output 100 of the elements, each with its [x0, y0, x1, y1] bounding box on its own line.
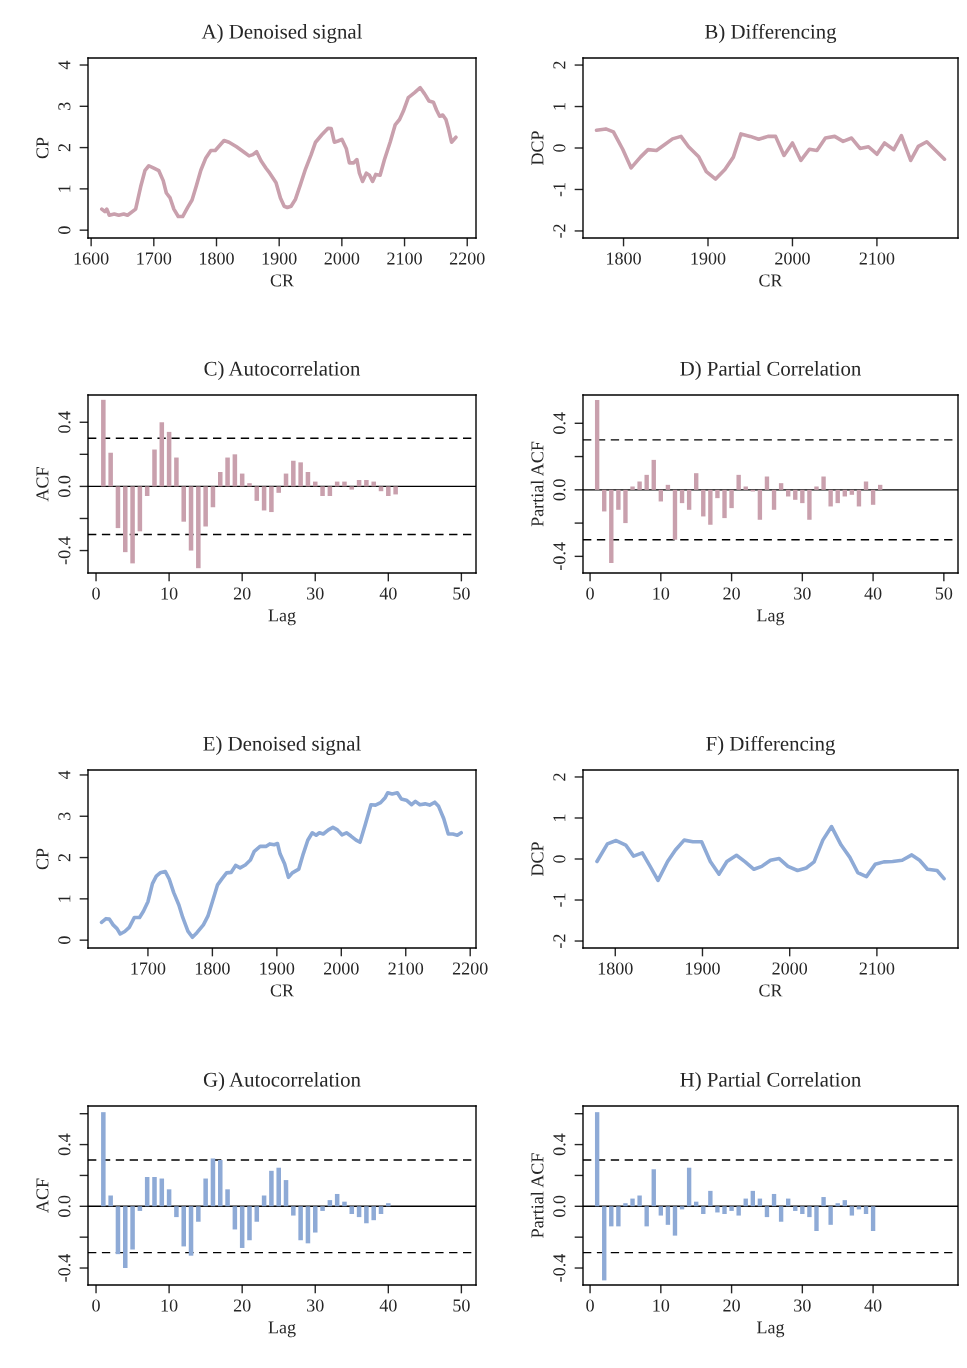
bar [701, 1206, 706, 1215]
x-tick-label: 10 [653, 587, 670, 600]
bar [320, 1206, 325, 1211]
bar [217, 1160, 223, 1207]
bar [386, 486, 391, 497]
x-axis-title: CR [270, 274, 295, 287]
bar [594, 1112, 600, 1207]
bar [196, 1206, 201, 1222]
bar [849, 1206, 855, 1216]
bar [679, 489, 685, 504]
x-tick-label: 1900 [686, 962, 720, 975]
x-tick-label: 1900 [260, 962, 295, 975]
bar [672, 489, 678, 540]
y-tick-label: 0.0 [553, 479, 566, 501]
bar [371, 481, 376, 487]
bar [828, 1206, 833, 1225]
x-tick-label: 30 [794, 587, 811, 600]
bar [672, 1206, 678, 1236]
bar [764, 1206, 770, 1218]
bar [269, 486, 274, 513]
x-tick-label: 2100 [859, 252, 895, 265]
bar [386, 1203, 391, 1207]
bar [800, 1206, 805, 1215]
x-tick-label: 1800 [200, 252, 234, 265]
x-tick-label: 20 [233, 1299, 251, 1312]
x-tick-label: 30 [307, 587, 324, 600]
bar [371, 1206, 376, 1221]
y-tick-label: -2 [553, 934, 566, 948]
bar [814, 1206, 819, 1231]
bar [312, 1206, 318, 1233]
bar [364, 1206, 369, 1224]
bar [144, 486, 150, 497]
bar [247, 1206, 252, 1241]
chart-title: A) Denoised signal [201, 24, 362, 44]
x-tick-label: 20 [723, 587, 740, 600]
line-series [99, 790, 463, 940]
bar [349, 486, 355, 490]
bar [364, 479, 369, 487]
bar [722, 1206, 727, 1215]
y-tick-label: -0.4 [58, 1254, 71, 1282]
x-tick-label: 1600 [74, 252, 109, 265]
bar [616, 489, 621, 510]
y-tick-label: 4 [58, 770, 71, 780]
y-tick-label: 1 [58, 895, 71, 902]
bar [870, 1206, 876, 1231]
bar [108, 1195, 113, 1207]
y-tick-label: -0.4 [553, 1254, 566, 1282]
bar [793, 489, 798, 500]
bar [254, 1206, 260, 1222]
bar [602, 1206, 607, 1281]
x-tick-label: 10 [653, 1299, 670, 1312]
bar [708, 1190, 713, 1207]
y-axis-title: Partial ACF [530, 1153, 544, 1238]
bar [778, 483, 784, 490]
y-tick-label: -0.4 [58, 536, 71, 565]
y-axis-title: DCP [531, 842, 544, 877]
bar [378, 486, 384, 492]
bar [152, 449, 157, 487]
bar [793, 1206, 798, 1211]
x-tick-label: 2200 [452, 962, 488, 975]
y-tick-label: 0.4 [553, 1133, 566, 1156]
y-tick-label: 0.0 [553, 1195, 566, 1217]
x-tick-label: 30 [307, 1299, 324, 1312]
x-axis-title: Lag [756, 1321, 785, 1338]
bar [378, 1206, 384, 1215]
bar [594, 399, 600, 490]
bar [342, 1201, 347, 1207]
bar [644, 474, 649, 490]
bar [137, 1206, 143, 1211]
y-axis-title: ACF [36, 1178, 49, 1213]
x-tick-label: 2100 [388, 962, 424, 975]
x-axis-title: CR [759, 274, 783, 287]
bar [637, 1195, 642, 1207]
x-tick-label: 1800 [607, 252, 641, 265]
x-tick-label: 2000 [324, 252, 360, 265]
y-tick-label: 1 [58, 185, 71, 192]
x-tick-label: 2000 [772, 962, 808, 975]
bar [616, 1206, 621, 1227]
y-tick-label: 4 [58, 60, 71, 70]
bar [123, 486, 128, 553]
y-axis-title: ACF [36, 467, 49, 502]
chart-title: H) Partial Correlation [680, 1072, 862, 1091]
y-tick-label: 0.0 [58, 475, 71, 497]
bar [225, 457, 230, 487]
bar [694, 473, 699, 490]
bar [101, 399, 106, 487]
bar [101, 1112, 106, 1207]
bar [623, 1203, 628, 1207]
bar [708, 489, 713, 525]
bar [814, 486, 819, 490]
bar [729, 489, 734, 509]
bar [665, 1206, 671, 1225]
x-tick-label: 1900 [691, 252, 726, 265]
bar [729, 1206, 734, 1211]
line-series [594, 127, 947, 181]
bar [623, 489, 628, 524]
bar [630, 486, 635, 490]
bar [393, 486, 398, 495]
bar [686, 1167, 692, 1207]
y-tick-label: -1 [553, 183, 566, 197]
